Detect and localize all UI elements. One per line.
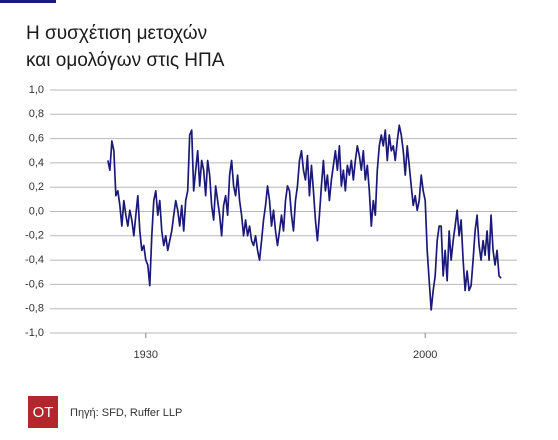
logo: OT [33, 404, 54, 421]
series-line [107, 124, 502, 311]
logo-box [28, 396, 58, 428]
x-tick-label: 1930 [134, 349, 158, 361]
y-tick-label: -0,2 [25, 230, 44, 242]
y-tick-label: -0,4 [25, 254, 44, 266]
y-tick-label: -0,6 [25, 278, 44, 290]
y-tick-label: -0,8 [25, 303, 44, 315]
source: Πηγή: SFD, Ruffer LLP [70, 407, 182, 419]
x-tick-label: 2000 [413, 349, 437, 361]
y-tick-label: 0,4 [29, 157, 44, 169]
y-tick-label: 0,2 [29, 181, 44, 193]
y-tick-label: -1,0 [25, 327, 44, 339]
chart-title: Η συσχέτιση μετοχών [26, 23, 207, 44]
y-tick-label: 0,6 [29, 133, 44, 145]
y-tick-label: 0,0 [29, 205, 44, 217]
accent-bar [0, 0, 56, 3]
y-tick-label: 0,8 [29, 108, 44, 120]
y-tick-label: 1,0 [29, 84, 44, 96]
chart-title: και ομολόγων στις ΗΠΑ [26, 50, 225, 71]
